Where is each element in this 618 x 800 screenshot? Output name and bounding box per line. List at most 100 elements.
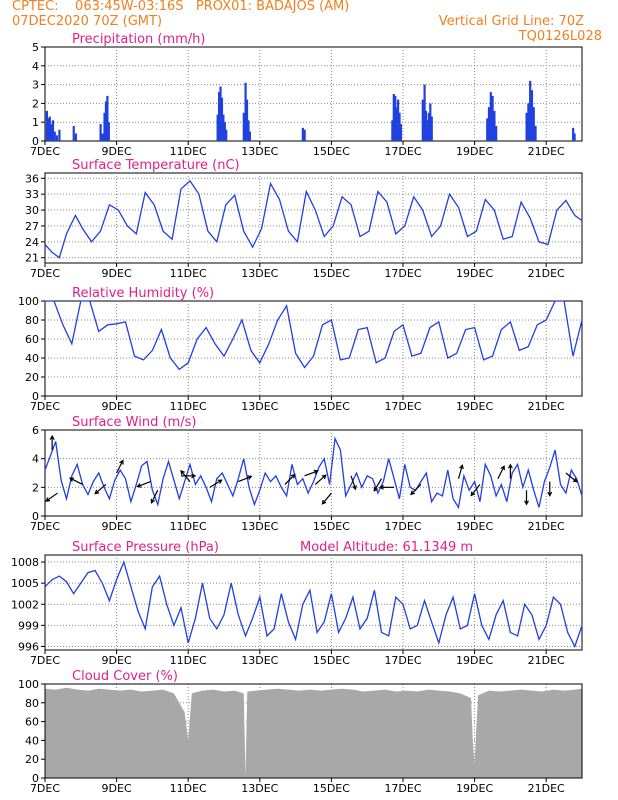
precip-bar [245,99,249,141]
precip-bar [217,92,221,141]
precip-bar [104,101,108,141]
y-tick-label: 999 [18,619,39,632]
wind-arrow-head [191,473,197,479]
x-tick-label: 21DEC [528,145,565,158]
x-tick-label: 9DEC [102,267,132,280]
precip-bar [74,133,77,141]
precip-bar [491,95,494,141]
precip-bar [487,107,491,141]
wind-arrow-head [94,489,100,495]
precip-bar [248,131,251,141]
series-line [45,300,583,371]
x-tick-label: 19DEC [456,782,493,795]
y-tick-label: 36 [25,172,39,185]
precip-bar [222,114,225,141]
x-tick-label: 7DEC [30,400,60,413]
y-tick-label: 40 [25,734,39,747]
wind-arrow-head [217,479,223,484]
wind-arrow [410,484,422,495]
precip-bar [58,129,61,141]
precip-bar [99,124,102,141]
precip-bar [430,116,433,141]
precip-bar [216,114,219,141]
y-tick-label: 0 [32,510,39,523]
x-tick-label: 17DEC [384,520,421,533]
wind-arrow [321,492,332,505]
wind-arrow [209,479,222,488]
y-tick-label: 1005 [11,577,39,590]
x-tick-label: 17DEC [384,145,421,158]
wind-arrow [94,484,107,495]
panel-frame [44,683,583,779]
y-tick-label: 1008 [11,556,39,569]
precip-bar [395,107,398,141]
x-tick-label: 11DEC [170,520,207,533]
x-tick-label: 13DEC [241,145,278,158]
wind-arrow-head [410,490,416,496]
precip-bar [391,120,394,141]
precip-bar [244,82,247,141]
precip-bar [572,127,575,141]
precip-bar [106,95,109,141]
x-tick-label: 15DEC [313,145,350,158]
wind-arrow [150,489,159,503]
precip-bar [495,125,498,141]
wind-arrow [373,478,383,492]
wind-arrow-head [290,473,296,479]
wind-arrow [284,474,296,485]
series-line [44,179,583,259]
wind-arrow-head [313,469,319,475]
wind-arrow-head [500,465,505,471]
y-tick-label: 3 [32,79,39,92]
wind-arrow [45,492,58,502]
header-station: CPTEC: 063:45W-03:16S PROX01: BADAJOS (A… [12,0,350,14]
precip-bar [532,107,535,141]
wind-arrow-head [378,484,384,490]
x-tick-label: 7DEC [30,520,60,533]
x-tick-label: 21DEC [528,782,565,795]
precip-bar [525,112,528,141]
precip-bar [45,110,48,141]
panel-title: Surface Pressure (hPa) [72,540,219,555]
x-tick-label: 7DEC [30,145,60,158]
wind-arrow-head [470,491,476,497]
wind-arrow [304,470,318,477]
precip-bar [101,133,104,141]
x-tick-label: 15DEC [313,267,350,280]
wind-arrow-head [68,477,75,482]
y-tick-label: 100 [18,295,39,308]
series-line [44,436,583,510]
x-tick-label: 19DEC [456,654,493,667]
x-tick-label: 9DEC [102,520,132,533]
panel-frame [44,554,583,651]
precip-bar [426,120,429,141]
y-tick-label: 33 [25,188,39,201]
wind-arrow-head [150,498,156,504]
panel-title: Precipitation (mm/h) [72,32,205,47]
wind-arrow [238,475,252,483]
precip-bar [247,120,250,141]
precip-bar [103,112,106,141]
wind-arrow-head [507,463,513,469]
x-tick-label: 19DEC [456,520,493,533]
wind-arrow-head [547,491,553,497]
precip-bar [219,86,222,141]
wind-arrow-head [352,485,357,491]
precip-bar [48,116,51,141]
x-tick-label: 19DEC [456,267,493,280]
precip-bar [429,103,432,141]
y-tick-label: 20 [25,753,39,766]
x-tick-label: 17DEC [384,654,421,667]
x-tick-label: 17DEC [384,782,421,795]
x-tick-label: 7DEC [30,267,60,280]
x-tick-label: 9DEC [102,654,132,667]
x-tick-label: 7DEC [30,654,60,667]
precip-bar [55,135,59,141]
x-tick-label: 13DEC [241,267,278,280]
panel-title: Cloud Cover (%) [72,669,178,684]
precip-bar [486,118,489,141]
wind-arrow [314,474,327,485]
precip-bar [489,92,492,141]
x-tick-label: 13DEC [241,520,278,533]
x-tick-label: 13DEC [241,782,278,795]
